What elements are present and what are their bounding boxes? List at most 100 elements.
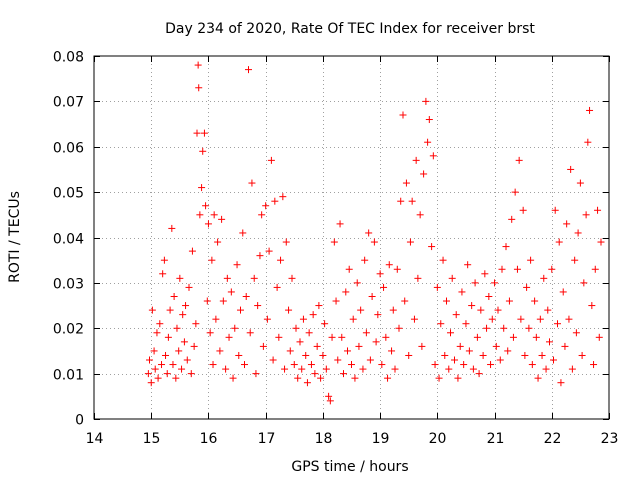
data-point <box>151 365 159 373</box>
data-point <box>513 265 521 273</box>
data-point <box>374 311 382 319</box>
data-point <box>508 215 516 223</box>
y-tick-label: 0.06 <box>53 141 84 157</box>
data-point <box>342 288 350 296</box>
data-point <box>491 279 499 287</box>
data-point <box>515 156 523 164</box>
data-point <box>175 347 183 355</box>
data-point <box>147 379 155 387</box>
data-point <box>502 243 510 251</box>
x-axis-label: GPS time / hours <box>291 459 408 475</box>
data-point <box>158 361 166 369</box>
data-point <box>395 324 403 332</box>
data-point <box>169 361 177 369</box>
data-point <box>242 292 250 300</box>
data-point <box>538 351 546 359</box>
data-point <box>586 106 594 114</box>
data-point <box>401 297 409 305</box>
data-point <box>519 206 527 214</box>
data-point <box>527 256 535 264</box>
x-tick-label: 16 <box>200 431 218 447</box>
data-point <box>435 374 443 382</box>
data-point <box>315 302 323 310</box>
data-point <box>473 333 481 341</box>
data-point <box>154 374 162 382</box>
data-point <box>267 156 275 164</box>
data-point <box>464 261 472 269</box>
data-point <box>479 351 487 359</box>
data-point <box>355 342 363 350</box>
data-point <box>190 342 198 350</box>
data-point <box>422 97 430 105</box>
data-point <box>200 129 208 137</box>
data-point <box>494 306 502 314</box>
data-point <box>504 347 512 355</box>
data-point <box>594 206 602 214</box>
y-tick-label: 0.08 <box>53 50 84 66</box>
data-point <box>245 66 252 74</box>
data-point <box>505 297 513 305</box>
data-point <box>219 297 227 305</box>
data-point <box>229 374 237 382</box>
data-point <box>173 324 181 332</box>
data-point <box>285 306 293 314</box>
data-point <box>172 374 180 382</box>
data-point <box>445 365 453 373</box>
data-point <box>179 311 187 319</box>
data-point <box>487 361 495 369</box>
data-point <box>488 315 496 323</box>
data-point <box>307 361 315 369</box>
data-point <box>424 138 432 146</box>
data-point <box>263 315 271 323</box>
data-point <box>414 274 422 282</box>
data-point <box>540 274 548 282</box>
data-point <box>168 224 176 232</box>
data-point <box>309 311 317 319</box>
x-tick-label: 19 <box>372 431 390 447</box>
data-point <box>292 324 300 332</box>
data-point <box>298 365 306 373</box>
data-point <box>240 361 248 369</box>
data-point <box>164 333 172 341</box>
y-tick-label: 0 <box>75 413 84 429</box>
data-point <box>481 270 489 278</box>
data-point <box>349 315 357 323</box>
data-point <box>420 170 428 178</box>
data-point <box>216 347 224 355</box>
data-point <box>523 283 531 291</box>
data-point <box>578 351 586 359</box>
data-point <box>576 179 584 187</box>
data-point <box>567 165 575 173</box>
data-point <box>555 238 563 246</box>
data-point <box>187 370 195 378</box>
y-tick-label: 0.07 <box>53 95 84 111</box>
data-point <box>591 265 599 273</box>
y-tick-label: 0.05 <box>53 186 84 202</box>
data-point <box>162 351 170 359</box>
data-point <box>442 297 450 305</box>
data-point <box>311 370 319 378</box>
data-point <box>388 347 396 355</box>
data-point <box>477 306 485 314</box>
data-point <box>460 361 468 369</box>
y-tick-labels: 0 0.01 0.02 0.03 0.04 0.05 0.06 0.07 0.08 <box>53 50 84 429</box>
data-point <box>385 261 393 269</box>
data-point <box>365 229 373 237</box>
data-point <box>192 320 200 328</box>
data-point <box>565 315 573 323</box>
data-point <box>372 338 380 346</box>
data-point <box>532 333 540 341</box>
x-tick-labels: 14 15 16 17 18 19 20 21 22 23 <box>86 431 619 447</box>
data-point <box>214 238 222 246</box>
data-point <box>517 315 525 323</box>
data-point <box>339 370 347 378</box>
data-point <box>384 374 392 382</box>
data-point <box>193 129 201 137</box>
data-point <box>469 365 477 373</box>
data-point <box>468 302 476 310</box>
data-point <box>380 283 388 291</box>
data-point <box>252 370 260 378</box>
data-point <box>202 202 210 210</box>
data-point <box>454 374 462 382</box>
